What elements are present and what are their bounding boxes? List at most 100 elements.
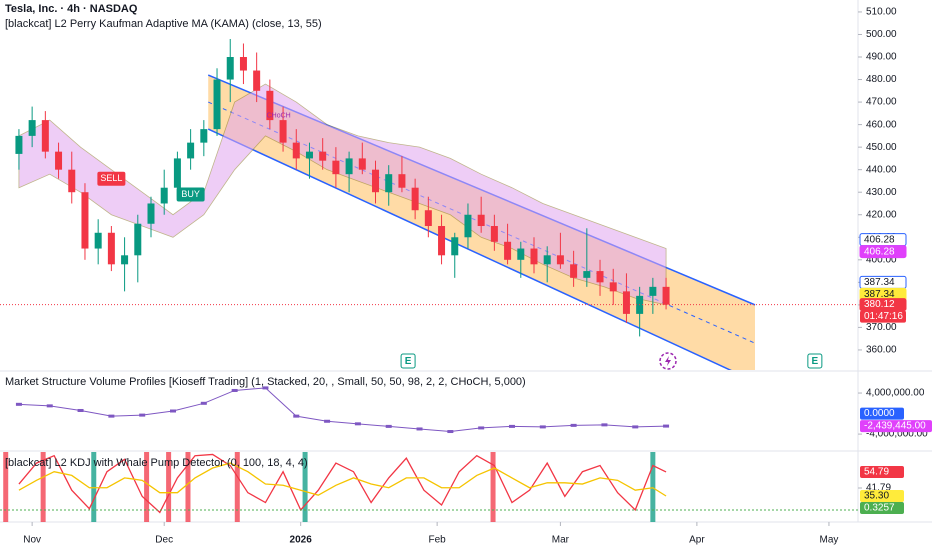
candle-body (107, 232, 115, 265)
price-label: 380.12 (864, 299, 895, 310)
series-marker (108, 414, 115, 418)
price-label: 406.28 (864, 246, 895, 257)
candle-body (596, 271, 604, 283)
signal-bar (185, 452, 191, 522)
price-label: 406.28 (864, 234, 895, 245)
y-tick-label: -4,000,000.00 (866, 429, 928, 440)
y-tick-label: 41.79 (866, 483, 891, 494)
candle-body (398, 174, 406, 188)
candle-body (490, 226, 498, 242)
candle-body (68, 169, 76, 193)
signal-bar (40, 452, 46, 522)
y-tick-label: 4,000,000.00 (866, 388, 925, 399)
y-tick-label: 490.00 (866, 52, 897, 63)
candle-body (41, 120, 49, 152)
series-marker (15, 402, 22, 406)
y-tick-label: 500.00 (866, 29, 897, 40)
axes: NovDec2026FebMarAprMay360.00370.00380.00… (23, 7, 932, 546)
candle-body (477, 214, 485, 227)
value-label: 35.30 (864, 491, 889, 502)
y-tick-label: 370.00 (866, 322, 897, 333)
candle-body (556, 255, 564, 265)
series-marker (570, 423, 577, 427)
signal-label-bg (97, 171, 126, 186)
value-label: 54.79 (864, 467, 889, 478)
x-tick-label: Apr (689, 535, 705, 546)
signal-bar (234, 452, 240, 522)
value-label-bg (860, 465, 904, 478)
candle-body (15, 135, 23, 154)
candle-body (385, 174, 393, 193)
candle-body (239, 57, 247, 71)
value-label-bg (860, 502, 904, 514)
series-marker (385, 424, 392, 428)
signal-bar (3, 452, 9, 522)
x-tick-label: Feb (429, 535, 447, 546)
chart-title: Tesla, Inc. · 4h · NASDAQ (5, 3, 138, 15)
price-label: 387.34 (864, 289, 895, 300)
series-marker (508, 424, 515, 428)
signal-bar (650, 452, 656, 522)
x-tick-label: May (819, 535, 838, 546)
lightning-icon[interactable] (659, 352, 677, 370)
candle-body (372, 169, 380, 193)
y-tick-label: 480.00 (866, 74, 897, 85)
channel-lower (207, 128, 732, 370)
series-marker (231, 388, 238, 392)
candle-body (649, 286, 657, 296)
candle-body (173, 158, 181, 188)
signal-bar (166, 452, 172, 522)
candle-body (332, 160, 340, 175)
y-tick-label: 440.00 (866, 164, 897, 175)
candle-body (319, 151, 327, 161)
series-line (18, 462, 667, 497)
series-marker (539, 425, 546, 429)
candle-body (292, 142, 300, 159)
indicator-title: Market Structure Volume Profiles [Kiosef… (5, 376, 526, 388)
countdown-bg (860, 310, 906, 323)
x-tick-label: 2026 (290, 535, 313, 546)
value-label-bg (860, 407, 904, 420)
signal-label: CHoCH (267, 112, 291, 119)
signal-label-bg (176, 187, 205, 202)
signal-bar (490, 452, 496, 522)
series-marker (416, 427, 423, 431)
candle-body (609, 282, 617, 292)
series-marker (170, 409, 177, 413)
candle-body (28, 120, 36, 136)
y-tick-label: 510.00 (866, 7, 897, 18)
series-marker (447, 430, 454, 434)
signal-bar (144, 452, 150, 522)
signal-bar (91, 452, 97, 522)
event-label: E (812, 356, 819, 367)
candle-body (662, 286, 670, 305)
candle-body (438, 226, 446, 256)
series-marker (139, 413, 146, 417)
candle-body (345, 158, 353, 175)
volume-pane (15, 386, 670, 434)
value-label: 0.3257 (864, 503, 895, 514)
candle-body (134, 223, 142, 256)
signal-bar (302, 452, 308, 522)
candle-body (253, 70, 261, 91)
candle-body (279, 120, 287, 143)
candle-body (213, 79, 221, 130)
price-label-bg (859, 245, 907, 259)
series-marker (478, 426, 485, 430)
y-tick-label: 420.00 (866, 209, 897, 220)
series-marker (293, 414, 300, 418)
candle-body (187, 142, 195, 159)
signal-label: BUY (181, 189, 200, 199)
price-pane: SELL BUY CHoCH (0, 38, 858, 370)
event-label: E (405, 356, 412, 367)
event-marker (400, 353, 416, 369)
x-tick-label: Mar (552, 535, 570, 546)
candle-body (570, 264, 578, 278)
candle-body (55, 151, 63, 170)
indicator-title: [blackcat] L2 Perry Kaufman Adaptive MA … (5, 18, 322, 30)
y-tick-label: 470.00 (866, 97, 897, 108)
event-marker (807, 353, 823, 369)
candle-body (543, 255, 551, 265)
series-marker (46, 404, 53, 408)
candle-body (305, 151, 313, 159)
